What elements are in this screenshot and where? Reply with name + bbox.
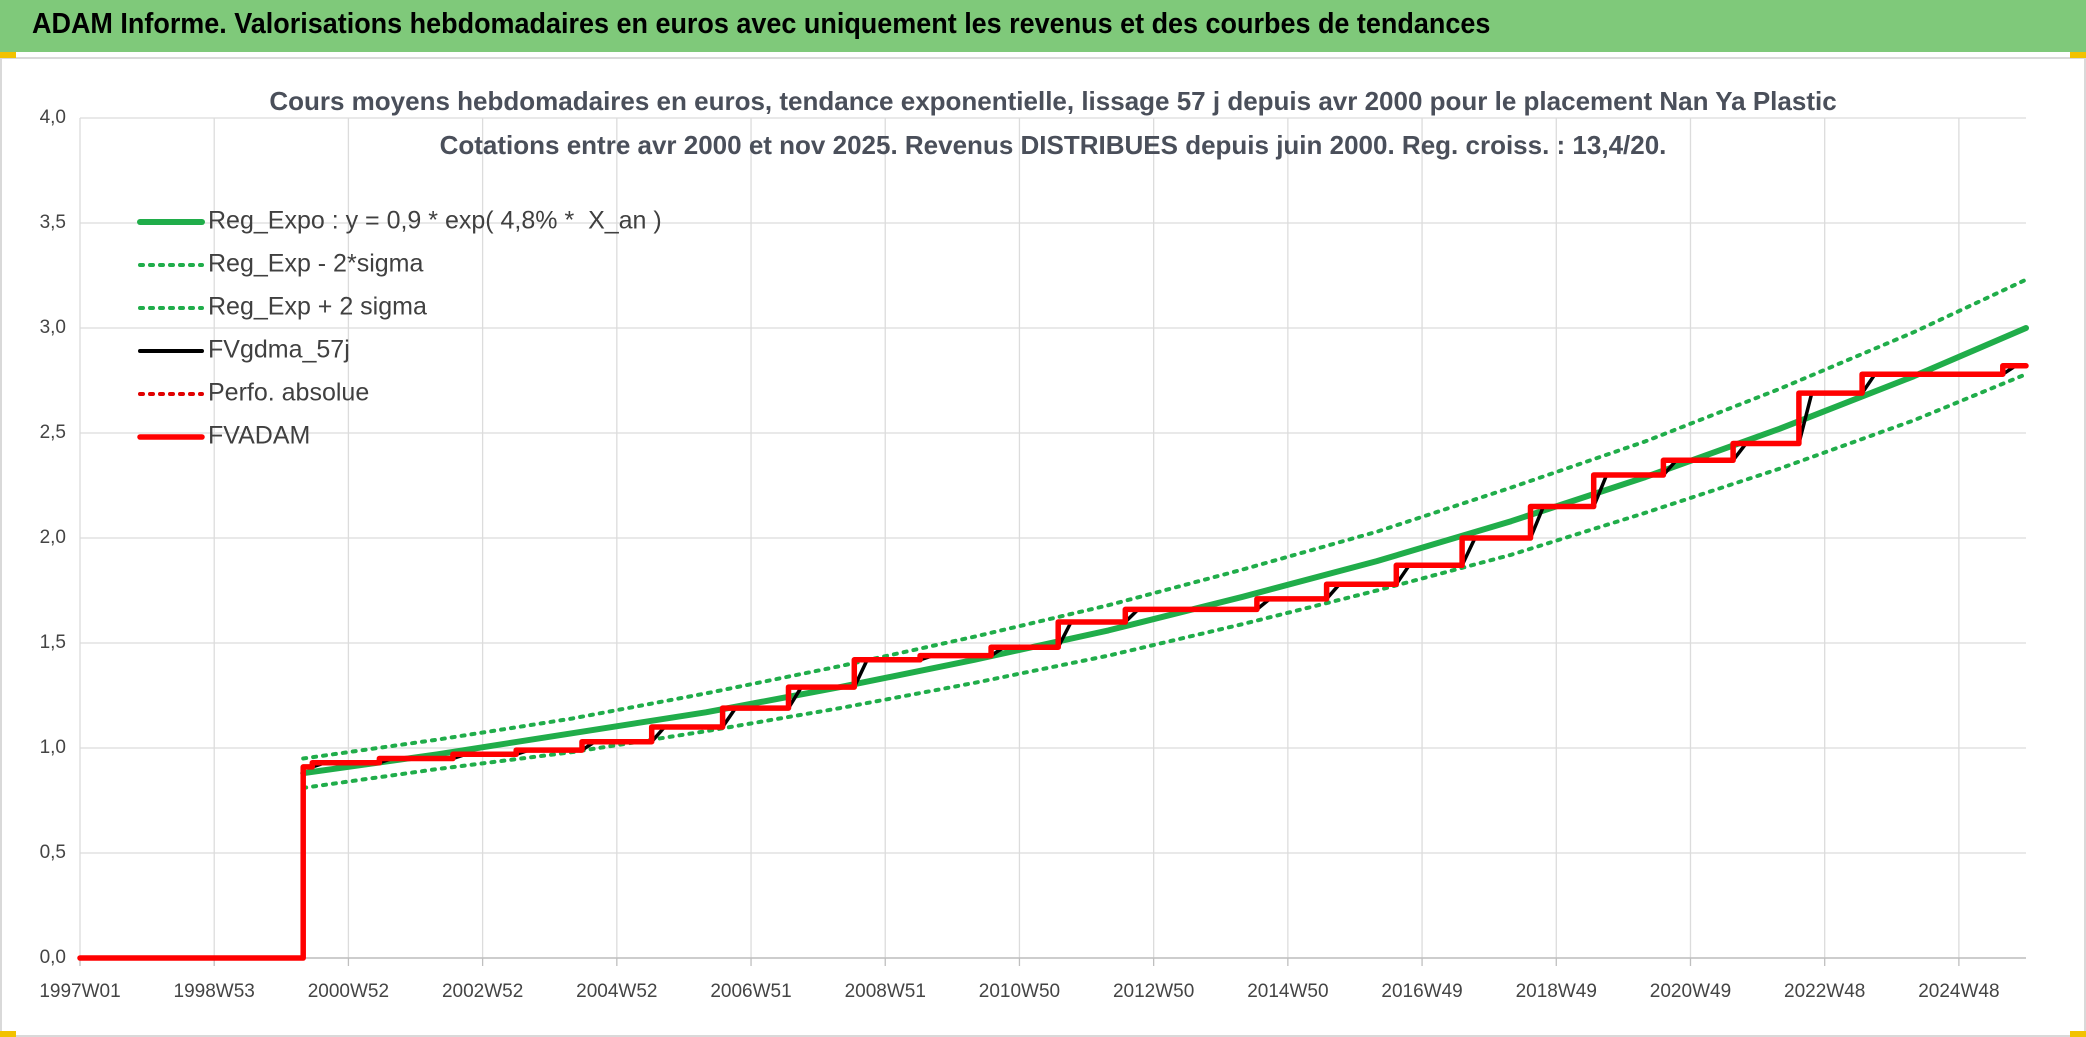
x-tick-label: 2016W49 [1381,981,1462,1002]
series-line [301,372,2028,790]
header-bar: ADAM Informe. Valorisations hebdomadaire… [0,0,2086,52]
x-tick-label: 2012W50 [1113,981,1194,1002]
x-tick-label: 2000W52 [308,981,389,1002]
labels: Cours moyens hebdomadaires en euros, ten… [39,86,1999,1002]
plot-lines [77,277,2029,961]
y-tick-label: 2,0 [40,527,66,548]
series-line [301,277,2028,761]
corner [2070,1031,2086,1037]
y-tick-label: 3,5 [40,212,66,233]
x-tick-label: 2010W50 [979,981,1060,1002]
x-tick-label: 2018W49 [1516,981,1597,1002]
series-line [77,363,2029,961]
x-tick-label: 2022W48 [1784,981,1865,1002]
grid [79,117,2026,966]
legend-label: Reg_Exp - 2*sigma [208,250,423,278]
legend-label: FVgdma_57j [208,336,350,364]
x-tick-label: 1997W01 [39,981,120,1002]
x-tick-label: 2004W52 [576,981,657,1002]
x-tick-label: 2008W51 [845,981,926,1002]
y-tick-label: 0,5 [40,842,66,863]
y-tick-label: 3,0 [40,317,66,338]
chart-subtitle: Cotations entre avr 2000 et nov 2025. Re… [440,130,1667,160]
chart-frame [0,57,2086,1037]
y-tick-label: 0,0 [40,947,66,968]
legend-label: FVADAM [208,422,310,450]
x-tick-label: 2020W49 [1650,981,1731,1002]
y-tick-label: 1,5 [40,632,66,653]
header-title: ADAM Informe. Valorisations hebdomadaire… [32,8,1491,40]
x-tick-label: 2002W52 [442,981,523,1002]
chart-title: Cours moyens hebdomadaires en euros, ten… [269,86,1836,116]
x-tick-label: 2024W48 [1918,981,1999,1002]
legend-label: Reg_Exp + 2 sigma [208,293,427,321]
y-tick-label: 2,5 [40,422,66,443]
chart: Cours moyens hebdomadaires en euros, ten… [0,52,2086,1037]
corner [2070,52,2086,58]
corner [0,1031,16,1037]
x-tick-label: 1998W53 [174,981,255,1002]
x-tick-label: 2014W50 [1247,981,1328,1002]
x-tick-label: 2006W51 [710,981,791,1002]
series-line [300,325,2029,777]
legend-label: Perfo. absolue [208,379,369,407]
legend-label: Reg_Expo : y = 0,9 * exp( 4,8% * X_an ) [208,207,662,235]
y-tick-label: 1,0 [40,737,66,758]
y-tick-label: 4,0 [40,107,66,128]
corner [0,52,16,58]
